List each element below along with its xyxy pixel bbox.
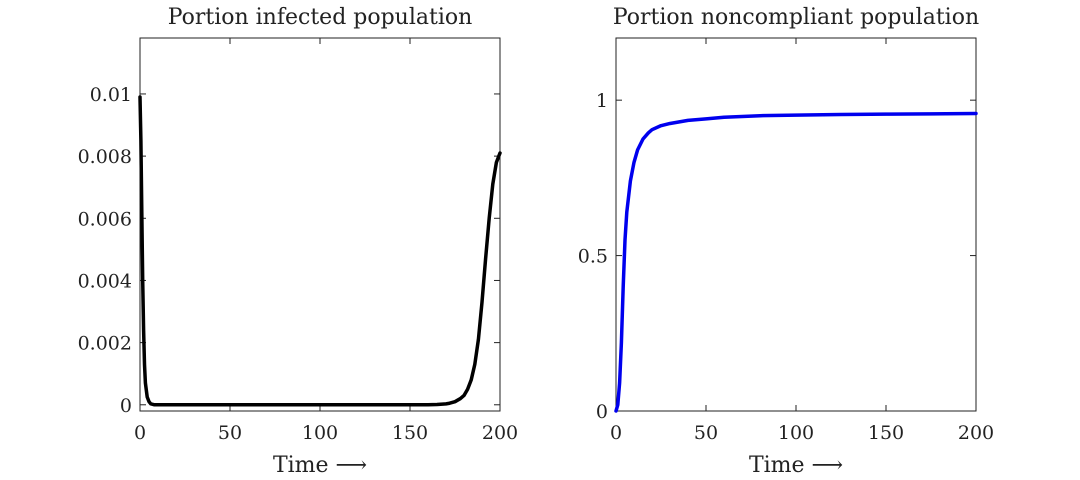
noncompliant-series-line — [614, 111, 978, 413]
infected-y-tick-label: 0.002 — [78, 333, 132, 355]
noncompliant-x-tick-label: 150 — [868, 422, 904, 444]
infected-y-tick-label: 0.004 — [78, 270, 132, 292]
noncompliant-ticks: 0 50 100 150 200 0 0.5 1 — [578, 38, 994, 444]
noncompliant-y-tick-label: 0 — [596, 401, 608, 423]
infected-y-tick-label: 0 — [120, 395, 132, 417]
noncompliant-y-tick-label: 1 — [596, 90, 608, 112]
infected-chart-title: Portion infected population — [168, 5, 473, 30]
infected-y-tick-label: 0.01 — [90, 84, 132, 106]
infected-y-tick-label: 0.006 — [78, 208, 132, 230]
noncompliant-y-tick-label: 0.5 — [578, 246, 608, 268]
infected-x-axis-label: Time ⟶ — [273, 453, 367, 478]
infected-series-line — [138, 95, 502, 407]
infected-series — [138, 95, 502, 407]
noncompliant-x-tick-label: 200 — [958, 422, 994, 444]
noncompliant-x-axis-label: Time ⟶ — [749, 453, 843, 478]
infected-plot-area — [139, 37, 501, 412]
infected-x-tick-label: 50 — [218, 422, 242, 444]
noncompliant-chart: Portion noncompliant population 0 50 100 15… — [578, 5, 994, 478]
infected-x-tick-label: 150 — [392, 422, 428, 444]
infected-x-tick-label: 0 — [134, 422, 146, 444]
noncompliant-chart-title: Portion noncompliant population — [613, 5, 979, 30]
infected-x-tick-label: 100 — [302, 422, 338, 444]
infected-x-tick-label: 200 — [482, 422, 518, 444]
infected-y-tick-label: 0.008 — [78, 146, 132, 168]
noncompliant-x-tick-label: 0 — [610, 422, 622, 444]
noncompliant-plot-area — [615, 37, 977, 412]
infected-chart: Portion infected population 0 50 100 150 200… — [78, 5, 519, 478]
noncompliant-x-tick-label: 100 — [778, 422, 814, 444]
noncompliant-series — [614, 111, 978, 413]
noncompliant-x-tick-label: 50 — [694, 422, 718, 444]
